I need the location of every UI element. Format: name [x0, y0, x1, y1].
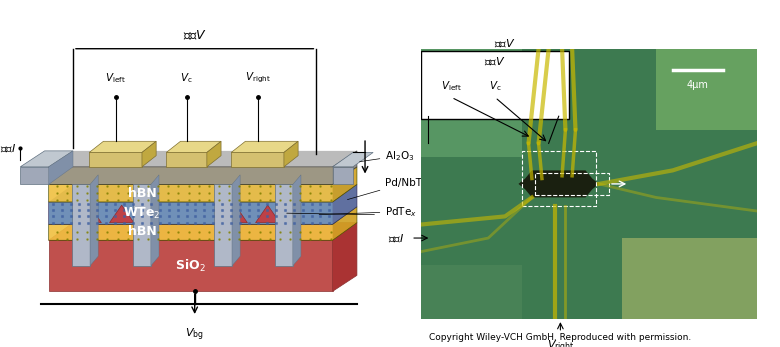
Text: Al$_2$O$_3$: Al$_2$O$_3$ [360, 149, 415, 163]
Polygon shape [284, 141, 298, 167]
Text: $V_\mathrm{bg}$: $V_\mathrm{bg}$ [186, 327, 204, 343]
Text: 電圧$V$: 電圧$V$ [484, 55, 505, 67]
Polygon shape [332, 152, 373, 167]
Polygon shape [421, 49, 757, 319]
Polygon shape [73, 184, 90, 266]
Polygon shape [223, 205, 247, 223]
Text: PdTe$_x$: PdTe$_x$ [319, 205, 417, 219]
Polygon shape [332, 207, 357, 240]
Text: hBN: hBN [128, 225, 156, 238]
Text: $V_\mathrm{right}$: $V_\mathrm{right}$ [547, 338, 574, 347]
Polygon shape [133, 184, 151, 266]
Polygon shape [90, 175, 98, 266]
Polygon shape [48, 151, 357, 167]
Polygon shape [48, 224, 332, 240]
Polygon shape [656, 49, 757, 130]
Text: 電流$I$: 電流$I$ [388, 232, 405, 244]
Polygon shape [89, 141, 156, 152]
Text: 電圧$V$: 電圧$V$ [183, 29, 207, 42]
FancyBboxPatch shape [421, 51, 569, 119]
Polygon shape [20, 167, 48, 184]
Polygon shape [48, 184, 332, 202]
Polygon shape [332, 167, 357, 202]
Polygon shape [142, 141, 156, 167]
Polygon shape [20, 151, 73, 167]
Text: $V_\mathrm{left}$: $V_\mathrm{left}$ [105, 71, 126, 85]
Polygon shape [332, 151, 357, 184]
Polygon shape [332, 167, 353, 184]
Polygon shape [421, 49, 522, 157]
Polygon shape [48, 223, 357, 240]
Text: $V_\mathrm{right}$: $V_\mathrm{right}$ [245, 71, 271, 85]
Polygon shape [332, 184, 357, 224]
Polygon shape [275, 184, 292, 266]
Text: $V_\mathrm{c}$: $V_\mathrm{c}$ [180, 71, 193, 85]
Polygon shape [231, 141, 298, 152]
Polygon shape [215, 184, 232, 266]
Polygon shape [519, 170, 599, 197]
Polygon shape [48, 184, 357, 202]
Text: Copyright Wiley-VCH GmbH. Reproduced with permission.: Copyright Wiley-VCH GmbH. Reproduced wit… [429, 333, 691, 342]
Text: $V_\mathrm{left}$: $V_\mathrm{left}$ [441, 79, 462, 93]
Text: WTe$_2$: WTe$_2$ [123, 205, 161, 221]
Text: hBN: hBN [128, 187, 156, 200]
Polygon shape [48, 207, 357, 224]
Polygon shape [151, 175, 159, 266]
Polygon shape [48, 167, 332, 184]
Text: SiO$_2$: SiO$_2$ [176, 258, 206, 274]
Polygon shape [89, 152, 142, 167]
Polygon shape [292, 175, 301, 266]
Polygon shape [48, 151, 73, 184]
Polygon shape [421, 265, 522, 319]
Polygon shape [231, 152, 284, 167]
Polygon shape [166, 141, 221, 152]
Polygon shape [166, 152, 207, 167]
Polygon shape [77, 205, 101, 223]
Text: $V_\mathrm{c}$: $V_\mathrm{c}$ [489, 79, 502, 93]
Polygon shape [622, 238, 757, 319]
Text: 電流$I$: 電流$I$ [0, 142, 16, 154]
Polygon shape [48, 167, 357, 184]
Polygon shape [332, 223, 357, 291]
Polygon shape [109, 205, 134, 223]
Text: Pd/NbTi: Pd/NbTi [347, 178, 425, 200]
Polygon shape [48, 202, 332, 224]
Text: 電圧$V$: 電圧$V$ [495, 37, 516, 49]
Polygon shape [232, 175, 240, 266]
Text: 4μm: 4μm [687, 80, 709, 90]
Polygon shape [256, 205, 280, 223]
Polygon shape [48, 240, 332, 291]
Polygon shape [207, 141, 221, 167]
